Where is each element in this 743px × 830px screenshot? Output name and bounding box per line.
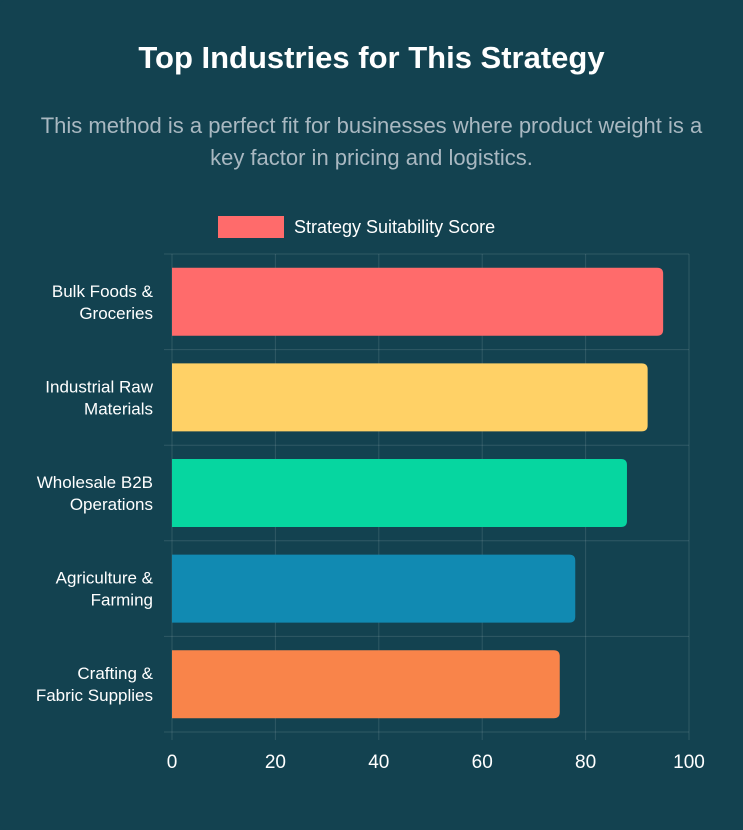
bar[interactable] <box>172 459 627 527</box>
legend-label: Strategy Suitability Score <box>294 217 495 237</box>
y-tick-label-line: Operations <box>70 495 153 514</box>
legend-swatch <box>218 216 284 238</box>
x-tick-label: 80 <box>575 752 596 773</box>
chart-bars <box>172 267 664 719</box>
y-tick-label: Crafting & Fabric Supplies <box>36 664 154 705</box>
x-tick-label: 20 <box>265 752 286 773</box>
bar[interactable] <box>172 650 560 719</box>
y-tick-label: Industrial Raw Materials <box>45 377 153 418</box>
x-tick-label: 40 <box>368 752 389 773</box>
x-tick-label: 100 <box>673 752 705 773</box>
y-tick-label-line: Fabric Supplies <box>36 686 153 705</box>
y-tick-label-line: Groceries <box>79 304 153 323</box>
bar[interactable] <box>172 267 664 336</box>
chart-legend[interactable]: Strategy Suitability Score <box>218 216 495 238</box>
bar[interactable] <box>172 554 576 623</box>
y-tick-label-line: Crafting & <box>77 664 153 683</box>
y-tick-label-line: Industrial Raw <box>45 377 153 396</box>
chart-subtitle: This method is a perfect fit for busines… <box>40 113 703 170</box>
y-tick-label: Bulk Foods & Groceries <box>52 282 154 323</box>
x-tick-label: 60 <box>472 752 493 773</box>
y-tick-label: Agriculture & Farming <box>56 569 154 610</box>
x-tick-label: 0 <box>167 752 178 773</box>
bar[interactable] <box>172 363 648 432</box>
y-tick-label: Wholesale B2B Operations <box>37 473 153 514</box>
y-tick-label-line: Farming <box>91 591 153 610</box>
chart-title: Top Industries for This Strategy <box>138 40 605 75</box>
y-tick-label-line: Wholesale B2B <box>37 473 153 492</box>
y-tick-label-line: Materials <box>84 399 153 418</box>
y-tick-label-line: Agriculture & <box>56 569 154 588</box>
y-tick-label-line: Bulk Foods & <box>52 282 154 301</box>
y-axis-labels: Bulk Foods & Groceries Industrial Raw Mater… <box>36 282 154 705</box>
x-axis-tick-labels: 0 20 40 60 80 100 <box>167 752 705 773</box>
